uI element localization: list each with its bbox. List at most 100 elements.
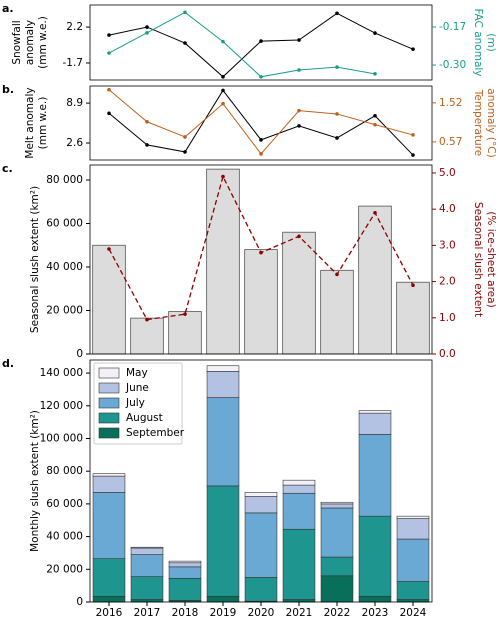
line <box>108 11 376 78</box>
y-tick-label: 2.2 <box>66 21 83 33</box>
point <box>221 174 225 179</box>
bar-segment <box>206 397 240 487</box>
y-axis-label: Melt anomaly <box>24 87 36 158</box>
y2-tick-label: 0.0 <box>439 348 456 360</box>
bar-segment <box>320 501 354 505</box>
point <box>221 39 225 44</box>
bar-segment <box>282 484 316 494</box>
bar-segment <box>168 560 202 564</box>
y2-tick-label: 4.0 <box>439 203 456 215</box>
x-tick-label: 2017 <box>134 607 161 618</box>
point <box>297 68 301 72</box>
y-tick-label: 20 000 <box>46 305 83 317</box>
plot-frame <box>89 4 433 81</box>
y-tick-label: 20 000 <box>46 563 83 575</box>
legend-swatch <box>98 367 120 379</box>
y2-tick-label: -0.17 <box>439 21 466 33</box>
bar-segment <box>244 512 278 578</box>
point <box>183 135 187 139</box>
bar-segment <box>320 575 354 603</box>
bar-segment <box>282 479 316 486</box>
bar <box>396 281 430 355</box>
bar <box>92 244 126 355</box>
legend-swatch <box>98 382 120 394</box>
x-tick-label: 2023 <box>362 607 389 618</box>
bar-segment <box>244 492 278 497</box>
y-tick-label: 80 000 <box>46 465 83 477</box>
y2-tick-label: -0.30 <box>439 59 466 71</box>
y-axis-label: Seasonal slush extent (km²) <box>29 186 41 333</box>
point <box>221 74 225 79</box>
y-tick-label: 120 000 <box>40 400 83 412</box>
bar-segment <box>396 538 430 582</box>
bar-segment <box>92 473 126 477</box>
point <box>183 312 187 316</box>
legend-swatch <box>98 427 120 439</box>
y2-tick-label: 2.0 <box>439 276 456 288</box>
y2-axis-label: anomaly (°C) <box>485 88 497 157</box>
point <box>107 33 111 37</box>
y-axis-label: (mm w.e.) <box>37 97 49 150</box>
bar-segment <box>358 412 392 435</box>
point <box>335 136 339 140</box>
point <box>335 112 339 116</box>
bar-segment <box>92 492 126 559</box>
point <box>411 47 415 51</box>
y-tick-label: 2.6 <box>66 137 83 149</box>
bar-segment <box>92 475 126 493</box>
panel-label: d. <box>2 357 14 370</box>
bar-segment <box>396 518 430 540</box>
y-tick-label: -1.7 <box>63 57 84 69</box>
bar-segment <box>130 576 164 600</box>
bar-segment <box>282 528 316 600</box>
bar-segment <box>130 554 164 577</box>
point <box>221 88 225 93</box>
y2-tick-label: 5.0 <box>439 167 456 179</box>
y-tick-label: 60 000 <box>46 498 83 510</box>
bar-segment <box>320 507 354 558</box>
plot-frame <box>89 164 433 355</box>
y-tick-label: 80 000 <box>46 174 83 186</box>
y2-axis-label: Seasonal slush extent <box>472 202 484 317</box>
point <box>373 113 377 118</box>
bar-segment <box>282 492 316 530</box>
point <box>259 138 263 142</box>
y-tick-label: 0 <box>76 348 83 360</box>
y2-tick-label: 1.52 <box>439 97 462 109</box>
y-tick-label: 100 000 <box>40 432 83 444</box>
point <box>145 143 149 147</box>
legend-label: August <box>126 412 163 424</box>
bar-segment <box>206 485 240 597</box>
y-tick-label: 140 000 <box>40 367 83 379</box>
bar-segment <box>168 566 202 579</box>
point <box>221 101 225 106</box>
line <box>108 12 414 78</box>
point <box>297 108 301 113</box>
bar-segment <box>130 547 164 555</box>
panel-label: b. <box>2 83 14 96</box>
point <box>373 122 377 127</box>
point <box>145 31 149 35</box>
bar-segment <box>92 558 126 597</box>
point <box>297 234 301 239</box>
point <box>183 41 187 45</box>
bar <box>168 311 202 355</box>
y-axis-label: anomaly <box>24 20 36 65</box>
bar-segment <box>206 371 240 398</box>
point <box>373 31 377 35</box>
bar-segment <box>358 410 392 414</box>
y-axis-label: Snowfall <box>11 20 23 64</box>
bar-segment <box>396 515 430 519</box>
point <box>145 119 149 124</box>
x-tick-label: 2016 <box>96 607 123 618</box>
bar-segment <box>168 577 202 601</box>
legend-label: May <box>126 367 148 379</box>
x-tick-label: 2018 <box>172 607 199 618</box>
point <box>297 124 301 128</box>
y-axis-label: Monthly slush extent (km²) <box>29 410 41 552</box>
bar-segment <box>358 434 392 517</box>
y-tick-label: 40 000 <box>46 261 83 273</box>
point <box>411 283 415 288</box>
legend-label: June <box>125 382 149 394</box>
